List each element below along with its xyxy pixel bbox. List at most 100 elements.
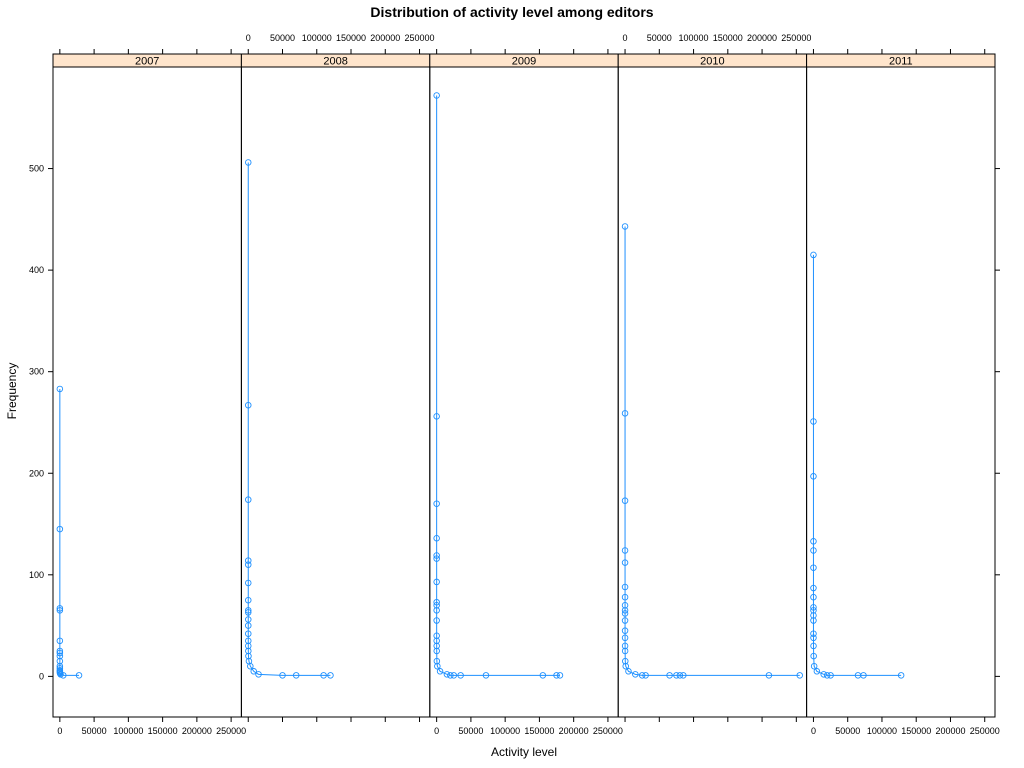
data-point (245, 622, 252, 629)
y-axis-label: Frequency (5, 363, 19, 420)
data-point (621, 607, 629, 614)
x-tick-label: 0 (57, 726, 62, 736)
x-tick-label: 200000 (182, 726, 212, 736)
panel-frame-2009 (429, 66, 619, 718)
data-point (450, 672, 458, 679)
data-point (247, 662, 254, 670)
data-point (433, 642, 440, 650)
data-point (245, 596, 252, 604)
y-tick-label: 200 (29, 468, 44, 478)
data-point (433, 637, 440, 645)
data-point (434, 662, 441, 670)
x-tick-label: 250000 (216, 726, 246, 736)
data-point (823, 672, 831, 679)
x-tick-label: 150000 (713, 33, 743, 43)
x-tick-label: 100000 (490, 726, 520, 736)
data-point (457, 672, 464, 679)
data-point (621, 547, 629, 554)
x-tick-label: 100000 (302, 33, 332, 43)
data-point (245, 642, 252, 650)
data-point (56, 665, 64, 672)
data-point (292, 672, 300, 679)
data-point (556, 672, 564, 679)
data-point (621, 223, 629, 230)
data-point (621, 610, 629, 617)
data-point (245, 401, 252, 409)
series-line-2009 (436, 95, 560, 676)
data-point (810, 538, 817, 545)
data-point (810, 642, 817, 650)
data-point (433, 535, 440, 542)
data-point (75, 672, 83, 679)
data-point (433, 552, 440, 559)
data-point (676, 672, 684, 679)
data-point (320, 672, 327, 679)
series-line-2011 (812, 254, 902, 676)
data-point (553, 672, 560, 679)
x-tick-label: 250000 (781, 33, 811, 43)
data-point (621, 559, 629, 566)
data-point (245, 579, 252, 587)
data-point (433, 657, 441, 665)
x-tick-label: 250000 (593, 726, 623, 736)
data-point (810, 617, 817, 624)
data-point (810, 473, 817, 480)
data-point (621, 602, 629, 609)
data-point (622, 662, 629, 670)
data-point (245, 616, 252, 623)
data-point (245, 637, 252, 645)
y-tick-label: 500 (29, 164, 44, 174)
data-point (680, 672, 687, 679)
x-tick-label: 100000 (867, 726, 897, 736)
panel-frame-2011 (806, 66, 996, 718)
panel-frame-2010 (617, 66, 808, 718)
x-tick-label: 200000 (370, 33, 400, 43)
data-point (279, 672, 286, 679)
data-point (666, 672, 673, 679)
data-point (433, 617, 440, 624)
chart-title: Distribution of activity level among edi… (370, 4, 653, 20)
x-tick-label: 0 (246, 33, 251, 43)
data-point (433, 598, 440, 606)
data-point (433, 647, 440, 655)
data-point (897, 672, 905, 679)
data-point (813, 668, 821, 675)
y-tick-label: 0 (39, 671, 44, 681)
data-point (327, 672, 334, 679)
data-point (245, 652, 252, 660)
x-tick-label: 0 (811, 726, 816, 736)
data-point (621, 410, 629, 417)
strip-label: 2010 (700, 56, 724, 68)
data-point (56, 657, 64, 665)
data-point (638, 672, 646, 679)
data-point (56, 649, 64, 657)
data-point (810, 612, 817, 619)
data-point (56, 637, 64, 645)
data-point (642, 672, 649, 679)
y-tick-label: 300 (29, 367, 44, 377)
x-tick-label: 50000 (270, 33, 295, 43)
data-point (433, 578, 440, 586)
strip-label: 2008 (323, 56, 347, 68)
data-point (810, 593, 817, 601)
data-point (433, 413, 440, 420)
data-point (810, 564, 817, 571)
data-point (245, 630, 252, 637)
data-point (56, 385, 64, 393)
data-point (810, 584, 817, 592)
data-point (433, 632, 440, 640)
data-point (625, 668, 632, 675)
x-axis-label: Activity level (491, 745, 557, 759)
panels: 0 100 200 300 400 500 2007 0 50000 100000 150000 20… (29, 33, 1000, 736)
data-point (810, 418, 817, 425)
x-tick-label: 200000 (559, 726, 589, 736)
data-point (443, 671, 451, 678)
data-point (621, 497, 629, 504)
data-point (810, 630, 817, 637)
x-tick-label: 250000 (405, 33, 435, 43)
data-point (245, 557, 252, 564)
y-tick-label: 100 (29, 570, 44, 580)
data-point (621, 617, 629, 624)
panel-frame-2008 (240, 66, 431, 718)
